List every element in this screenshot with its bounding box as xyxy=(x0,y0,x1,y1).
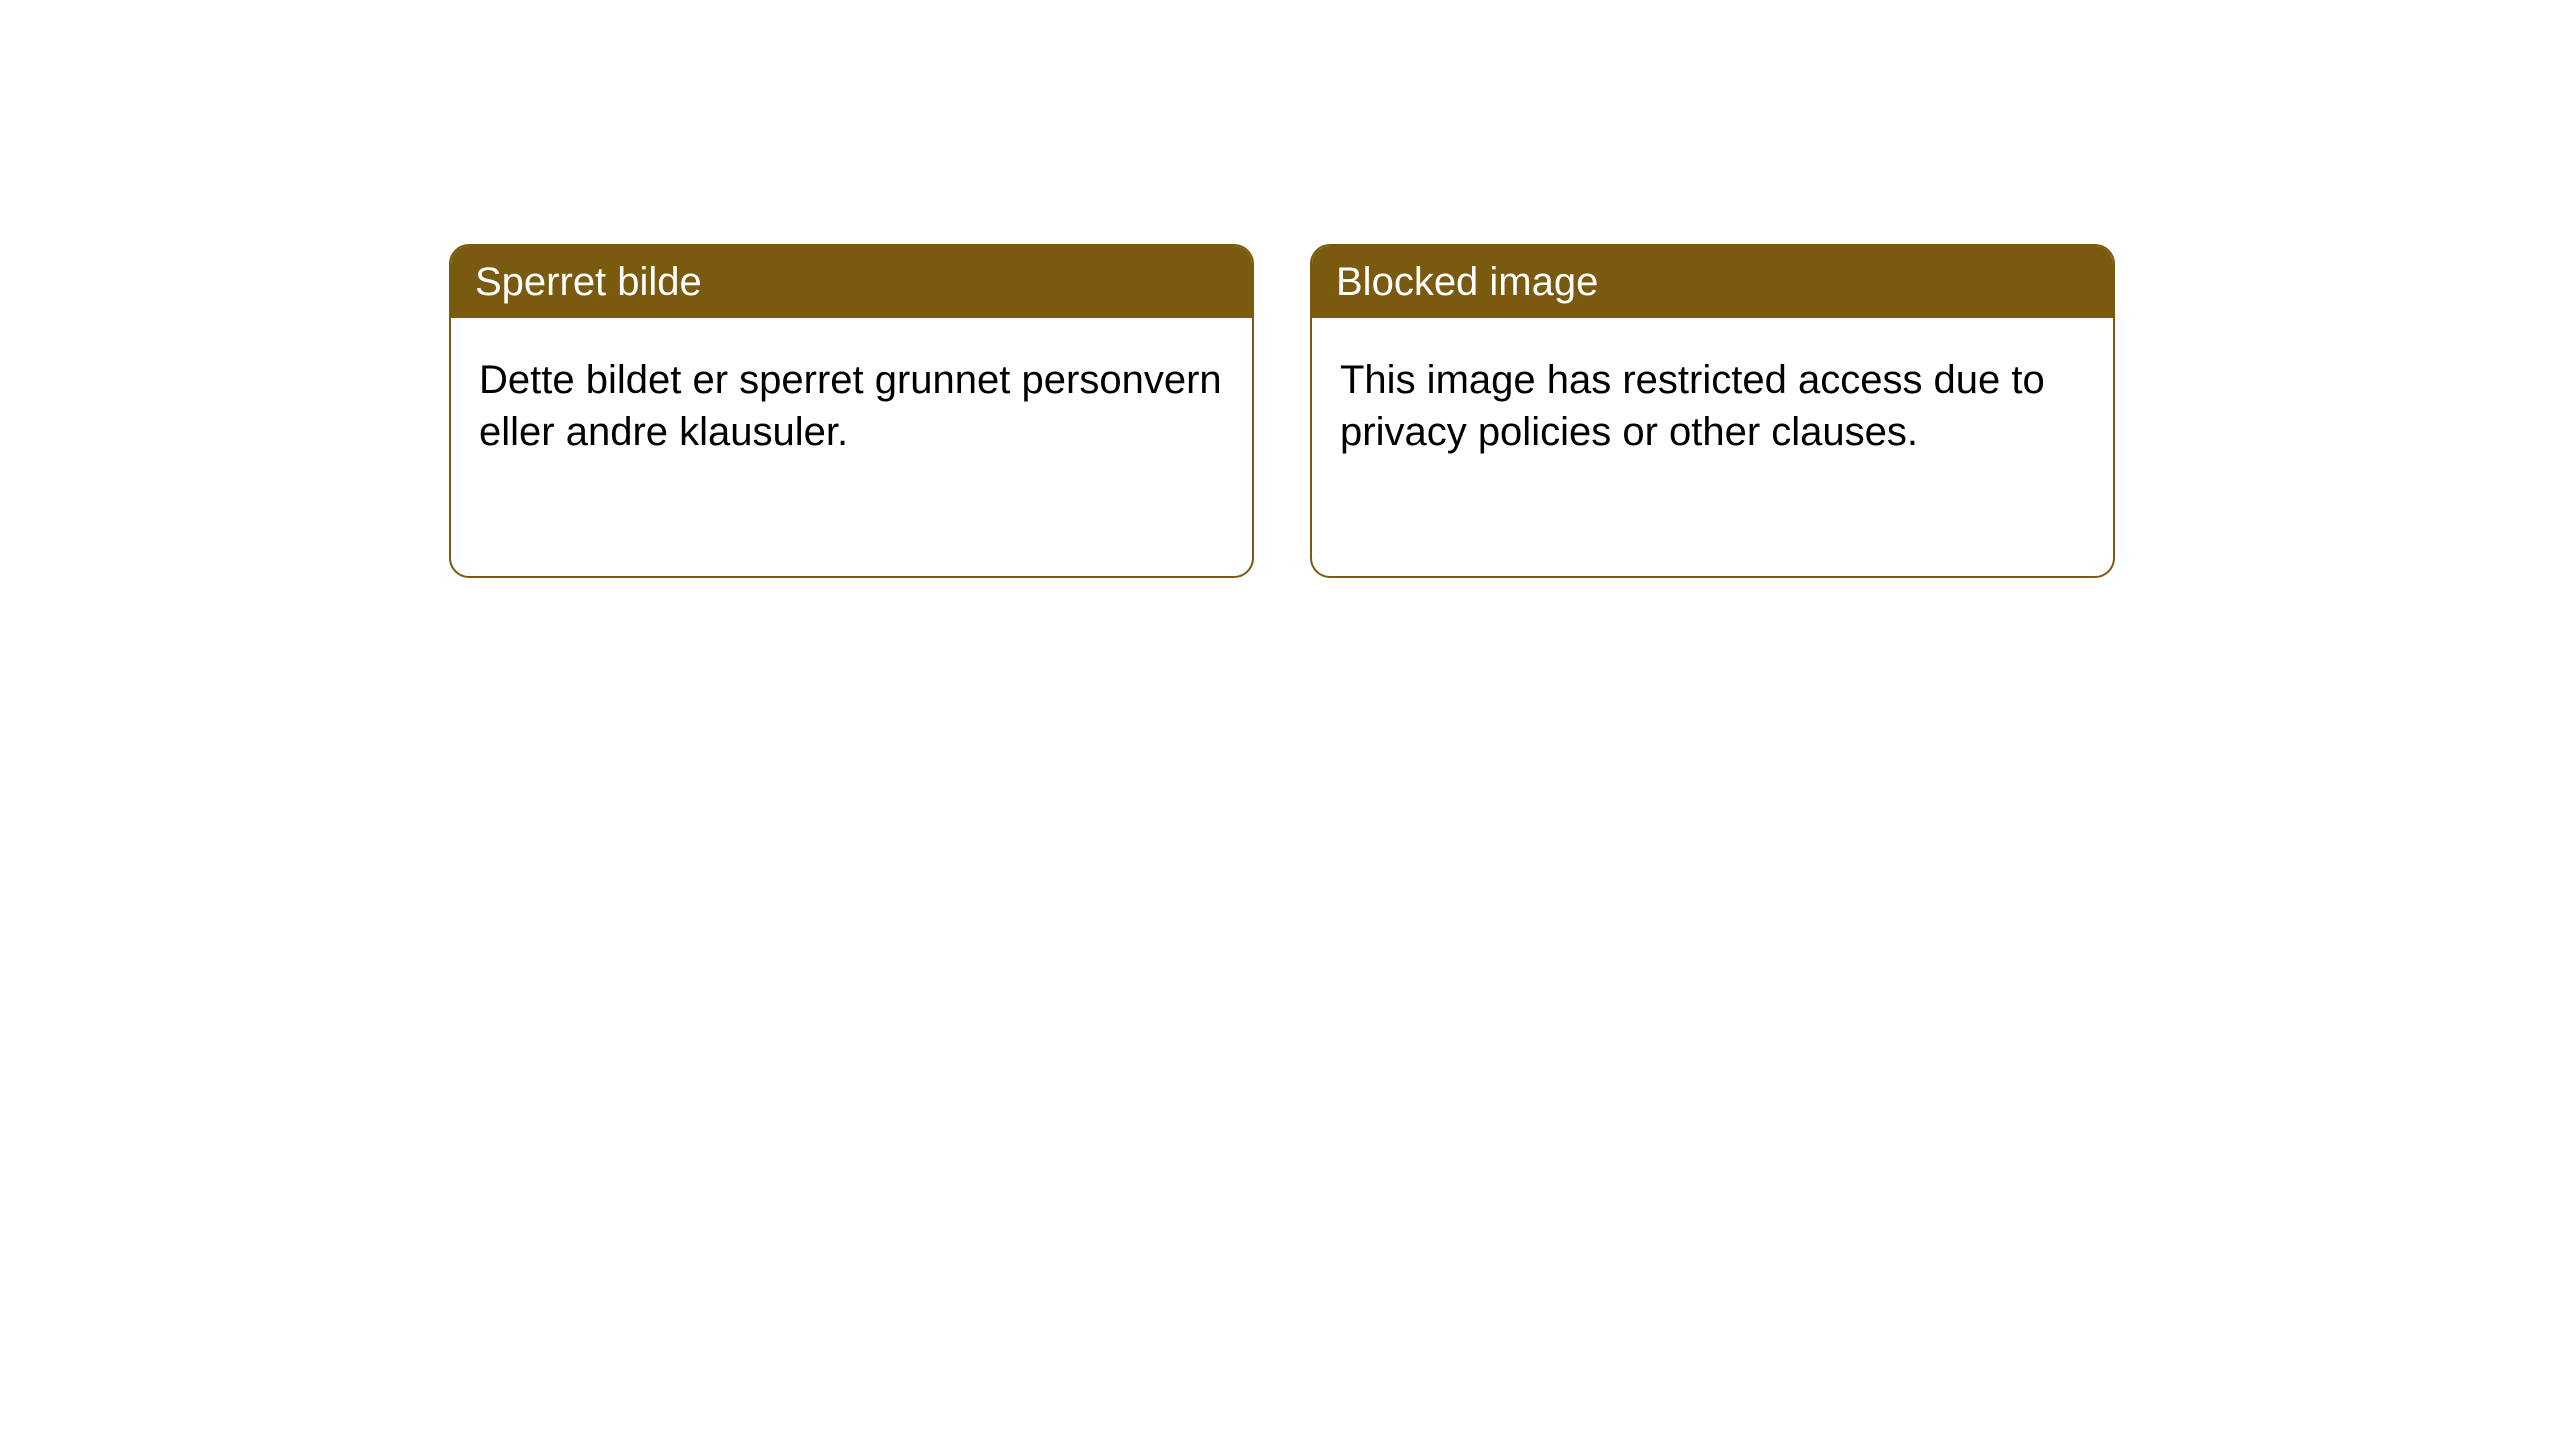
card-header-text: Blocked image xyxy=(1336,260,1598,304)
card-body-text: Dette bildet er sperret grunnet personve… xyxy=(479,358,1222,454)
blocked-image-card-english: Blocked image This image has restricted … xyxy=(1310,244,2115,578)
card-header-english: Blocked image xyxy=(1312,246,2113,318)
cards-container: Sperret bilde Dette bildet er sperret gr… xyxy=(0,0,2560,578)
card-header-text: Sperret bilde xyxy=(475,260,702,304)
card-body-english: This image has restricted access due to … xyxy=(1312,318,2113,494)
card-body-norwegian: Dette bildet er sperret grunnet personve… xyxy=(451,318,1252,494)
blocked-image-card-norwegian: Sperret bilde Dette bildet er sperret gr… xyxy=(449,244,1254,578)
card-body-text: This image has restricted access due to … xyxy=(1340,358,2045,454)
card-header-norwegian: Sperret bilde xyxy=(451,246,1252,318)
